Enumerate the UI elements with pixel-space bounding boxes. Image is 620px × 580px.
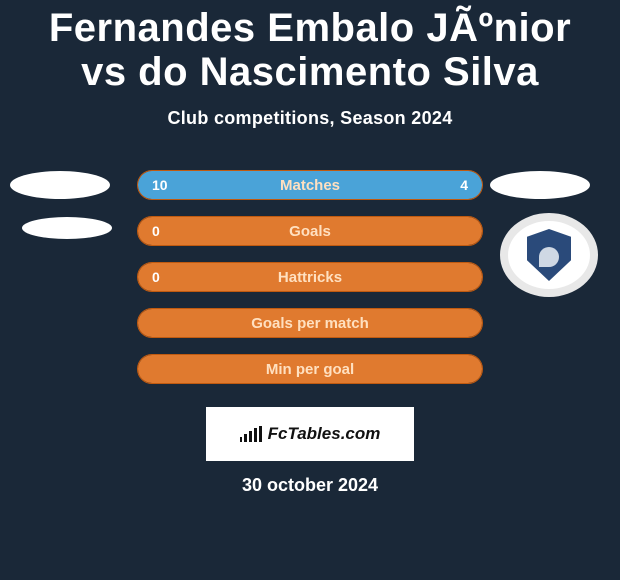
stat-row: Goals per match: [0, 309, 620, 337]
stat-bar-track: Matches10 4: [138, 171, 482, 199]
source-logo: FcTables.com: [206, 407, 414, 461]
date-label: 30 october 2024: [242, 475, 378, 496]
page-title: Fernandes Embalo JÃºnior vs do Nasciment…: [0, 6, 620, 94]
stat-value-left: 0: [152, 269, 160, 285]
bar-chart-icon: [240, 426, 262, 442]
subtitle: Club competitions, Season 2024: [167, 108, 452, 129]
stat-value-right: 4: [460, 177, 468, 193]
stats-area: Matches104Goals0Hattricks0Goals per matc…: [0, 171, 620, 401]
stat-value-left: 10: [152, 177, 168, 193]
stat-bar-track: Hattricks0: [138, 263, 482, 291]
stat-label: Hattricks: [138, 269, 482, 286]
stat-row: Matches10 4: [0, 171, 620, 199]
stat-bar-track: Goals0: [138, 217, 482, 245]
stat-label: Goals: [138, 223, 482, 240]
stat-label: Min per goal: [138, 361, 482, 378]
stat-row: Goals0: [0, 217, 620, 245]
stat-row: Min per goal: [0, 355, 620, 383]
stat-bar-track: Min per goal: [138, 355, 482, 383]
logo-text: FcTables.com: [268, 424, 381, 444]
comparison-card: Fernandes Embalo JÃºnior vs do Nasciment…: [0, 0, 620, 496]
stat-label: Goals per match: [138, 315, 482, 332]
stat-value-left: 0: [152, 223, 160, 239]
stat-rows: Matches104Goals0Hattricks0Goals per matc…: [0, 171, 620, 383]
stat-row: Hattricks0: [0, 263, 620, 291]
stat-bar-track: Goals per match: [138, 309, 482, 337]
stat-label: Matches: [138, 177, 482, 194]
